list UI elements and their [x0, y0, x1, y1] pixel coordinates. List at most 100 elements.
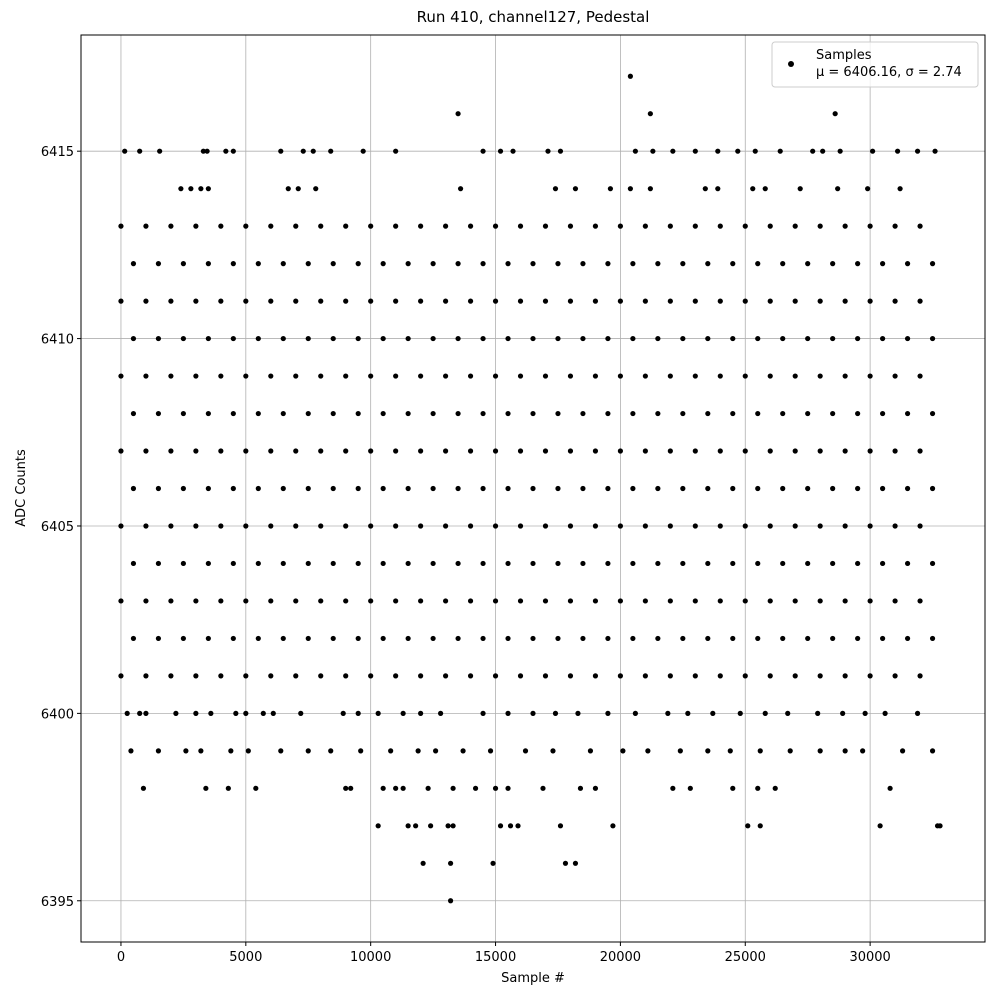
data-point	[580, 261, 586, 267]
data-point	[280, 335, 286, 342]
data-point	[130, 635, 137, 642]
data-point	[368, 523, 374, 529]
data-point	[155, 261, 162, 267]
data-point	[168, 523, 174, 529]
data-point	[305, 335, 311, 342]
data-point	[122, 148, 128, 154]
data-point	[492, 785, 499, 791]
data-point	[810, 148, 816, 154]
legend: Samples μ = 6406.16, σ = 2.74	[771, 41, 979, 88]
data-point	[268, 598, 274, 604]
data-point	[198, 186, 204, 192]
data-point	[522, 748, 529, 754]
data-point	[632, 148, 638, 154]
data-point	[567, 223, 574, 229]
data-point	[605, 410, 611, 417]
data-point	[817, 523, 823, 529]
data-point	[630, 485, 636, 492]
data-point	[705, 410, 711, 417]
data-point	[929, 410, 936, 417]
data-point	[550, 748, 556, 754]
data-point	[855, 635, 861, 642]
data-point	[542, 373, 549, 379]
data-point	[867, 298, 873, 304]
data-point	[143, 673, 149, 679]
data-point	[223, 148, 229, 154]
data-point	[455, 410, 461, 417]
data-point	[268, 223, 274, 229]
data-point	[605, 560, 611, 567]
data-point	[705, 485, 711, 492]
data-point	[587, 748, 594, 754]
data-point	[730, 485, 736, 492]
data-point	[555, 261, 561, 267]
data-point	[892, 673, 898, 679]
data-point	[717, 523, 723, 529]
data-point	[168, 373, 174, 379]
data-point	[393, 298, 399, 304]
data-point	[894, 148, 901, 154]
data-point	[180, 261, 186, 267]
data-point	[917, 223, 923, 229]
data-point	[904, 410, 911, 417]
data-point	[755, 485, 761, 492]
data-point	[124, 710, 130, 716]
data-point	[817, 298, 823, 304]
data-point	[380, 261, 386, 267]
data-point	[505, 635, 511, 642]
data-point	[455, 261, 461, 267]
data-point	[318, 598, 324, 604]
data-point	[218, 673, 224, 679]
data-point	[467, 223, 474, 229]
data-point	[480, 635, 486, 642]
data-point	[445, 823, 451, 829]
data-point	[867, 673, 873, 679]
data-point	[767, 223, 773, 229]
data-point	[932, 148, 938, 154]
data-point	[517, 673, 524, 679]
data-point	[380, 560, 386, 567]
data-point	[118, 598, 124, 604]
data-point	[730, 410, 736, 417]
data-point	[260, 710, 266, 716]
data-point	[767, 298, 773, 304]
data-point	[617, 223, 624, 229]
data-point	[497, 823, 504, 829]
data-point	[805, 560, 811, 567]
data-point	[830, 560, 836, 567]
data-point	[330, 485, 336, 492]
data-point	[642, 598, 648, 604]
data-point	[620, 748, 626, 754]
data-point	[692, 223, 698, 229]
data-point	[792, 598, 798, 604]
data-point	[817, 223, 823, 229]
data-point	[830, 410, 836, 417]
data-point	[530, 635, 536, 642]
data-point	[278, 148, 284, 154]
data-point	[143, 298, 149, 304]
data-point	[343, 598, 349, 604]
data-point	[670, 785, 676, 791]
data-point	[505, 560, 511, 567]
data-point	[755, 785, 761, 791]
data-point	[667, 448, 673, 454]
data-point	[230, 560, 236, 567]
data-point	[730, 560, 736, 567]
data-point	[118, 523, 124, 529]
data-point	[592, 373, 599, 379]
data-point	[243, 673, 249, 679]
data-point	[368, 373, 374, 379]
data-point	[492, 373, 499, 379]
data-point	[505, 410, 511, 417]
data-point	[298, 710, 304, 716]
data-point	[680, 635, 686, 642]
data-point	[917, 523, 923, 529]
data-point	[380, 410, 386, 417]
data-point	[780, 560, 786, 567]
data-point	[647, 186, 653, 192]
data-point	[313, 186, 319, 192]
data-point	[780, 335, 786, 342]
data-point	[455, 560, 461, 567]
data-point	[180, 485, 186, 492]
